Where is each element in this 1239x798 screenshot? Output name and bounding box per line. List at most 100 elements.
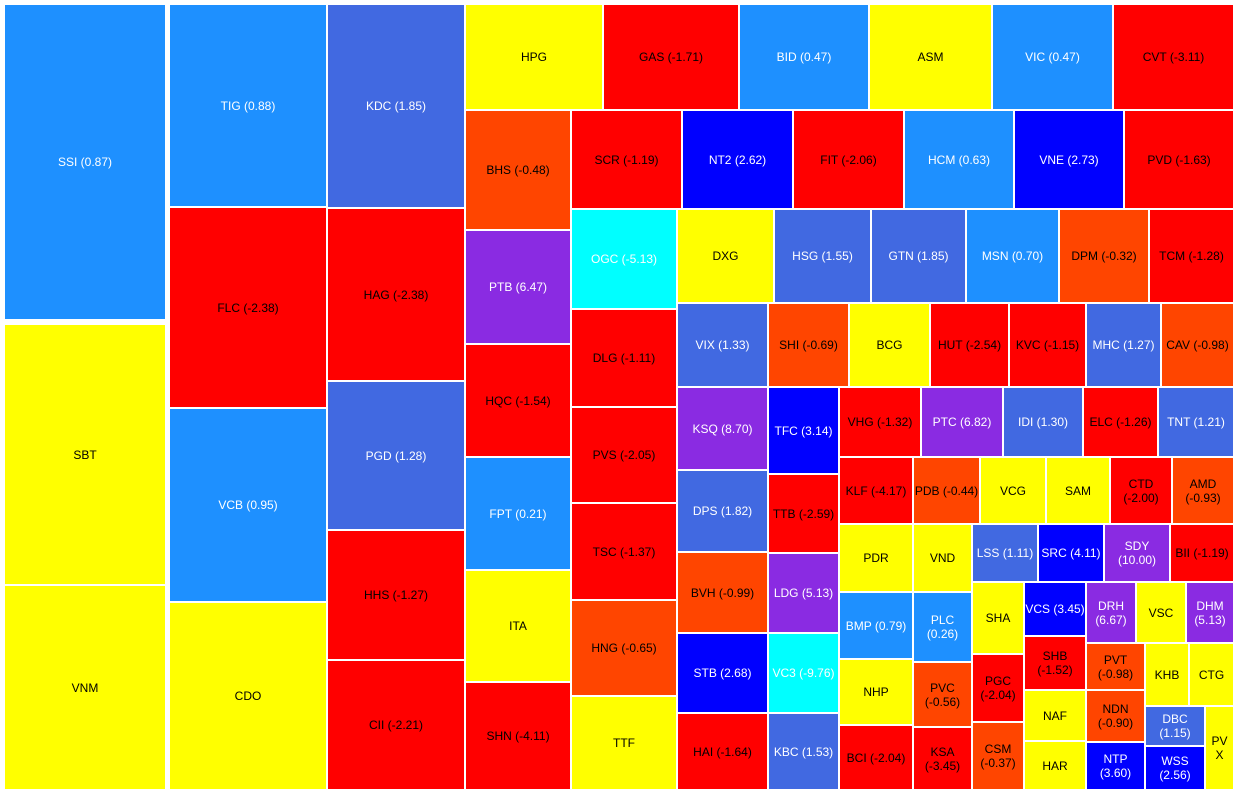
treemap-tile[interactable]: KBC (1.53)	[768, 713, 839, 790]
treemap-tile[interactable]: LSS (1.11)	[972, 524, 1038, 582]
treemap-tile[interactable]: HAG (-2.38)	[327, 208, 465, 381]
treemap-tile[interactable]: SCR (-1.19)	[571, 110, 682, 209]
treemap-tile[interactable]: KSA (-3.45)	[913, 727, 972, 790]
treemap-tile[interactable]: KLF (-4.17)	[839, 457, 913, 524]
treemap-tile[interactable]: DPS (1.82)	[677, 470, 768, 552]
treemap-tile[interactable]: PDR	[839, 524, 913, 592]
treemap-tile[interactable]: MSN (0.70)	[966, 209, 1059, 303]
treemap-tile[interactable]: ITA	[465, 570, 571, 682]
treemap-tile[interactable]: DHM (5.13)	[1186, 582, 1234, 643]
treemap-tile[interactable]: TFC (3.14)	[768, 387, 839, 474]
treemap-tile[interactable]: BCG	[849, 303, 930, 387]
treemap-tile[interactable]: VNM	[4, 585, 166, 790]
treemap-tile[interactable]: PV X	[1205, 706, 1234, 790]
treemap-tile[interactable]: VC3 (-9.76)	[768, 633, 839, 713]
treemap-tile[interactable]: SHI (-0.69)	[768, 303, 849, 387]
treemap-tile[interactable]: NTP (3.60)	[1086, 742, 1145, 790]
treemap-tile[interactable]: TIG (0.88)	[169, 4, 327, 207]
treemap-tile[interactable]: SRC (4.11)	[1038, 524, 1104, 582]
treemap-tile[interactable]: VSC	[1136, 582, 1186, 643]
treemap-tile[interactable]: CDO	[169, 602, 327, 790]
treemap-tile[interactable]: HSG (1.55)	[774, 209, 871, 303]
treemap-tile[interactable]: CTD (-2.00)	[1110, 457, 1172, 524]
treemap-tile[interactable]: OGC (-5.13)	[571, 209, 677, 309]
treemap-tile[interactable]: LDG (5.13)	[768, 553, 839, 633]
treemap-tile[interactable]: FLC (-2.38)	[169, 207, 327, 408]
treemap-tile[interactable]: TCM (-1.28)	[1149, 209, 1234, 303]
treemap-tile[interactable]: KHB	[1145, 643, 1189, 706]
treemap-tile[interactable]: HAI (-1.64)	[677, 713, 768, 790]
treemap-tile[interactable]: SAM	[1046, 457, 1110, 524]
treemap-tile[interactable]: MHC (1.27)	[1086, 303, 1161, 387]
treemap-tile[interactable]: KSQ (8.70)	[677, 387, 768, 470]
treemap-tile[interactable]: HHS (-1.27)	[327, 530, 465, 660]
treemap-tile[interactable]: VNE (2.73)	[1014, 110, 1124, 209]
treemap-tile[interactable]: SHA	[972, 582, 1024, 654]
treemap-tile[interactable]: TTF	[571, 696, 677, 790]
treemap-tile[interactable]: PDB (-0.44)	[913, 457, 980, 524]
treemap-tile[interactable]: CVT (-3.11)	[1113, 4, 1234, 110]
treemap-tile[interactable]: BMP (0.79)	[839, 592, 913, 659]
treemap-tile[interactable]: VCB (0.95)	[169, 408, 327, 602]
treemap-tile[interactable]: VCS (3.45)	[1024, 582, 1086, 636]
treemap-tile[interactable]: DPM (-0.32)	[1059, 209, 1149, 303]
treemap-tile[interactable]: SHB (-1.52)	[1024, 636, 1086, 690]
treemap-tile[interactable]: DXG	[677, 209, 774, 303]
treemap-tile[interactable]: PVS (-2.05)	[571, 407, 677, 503]
treemap-tile[interactable]: HCM (0.63)	[904, 110, 1014, 209]
treemap-tile[interactable]: NAF	[1024, 690, 1086, 741]
treemap-tile[interactable]: SSI (0.87)	[4, 4, 166, 320]
treemap-tile[interactable]: CSM (-0.37)	[972, 722, 1024, 790]
treemap-tile[interactable]: HAR	[1024, 741, 1086, 790]
treemap-tile[interactable]: STB (2.68)	[677, 633, 768, 713]
treemap-tile[interactable]: TTB (-2.59)	[768, 474, 839, 553]
treemap-tile[interactable]: PLC (0.26)	[913, 592, 972, 662]
treemap-tile[interactable]: SBT	[4, 324, 166, 585]
treemap-tile[interactable]: DBC (1.15)	[1145, 706, 1205, 746]
treemap-tile[interactable]: WSS (2.56)	[1145, 746, 1205, 790]
treemap-tile[interactable]: GAS (-1.71)	[603, 4, 739, 110]
treemap-tile[interactable]: CAV (-0.98)	[1161, 303, 1234, 387]
treemap-tile[interactable]: PTC (6.82)	[921, 387, 1003, 457]
treemap-tile[interactable]: HPG	[465, 4, 603, 110]
treemap-tile[interactable]: VIC (0.47)	[992, 4, 1113, 110]
treemap-tile[interactable]: SHN (-4.11)	[465, 682, 571, 790]
treemap-tile[interactable]: HQC (-1.54)	[465, 344, 571, 457]
treemap-tile[interactable]: BVH (-0.99)	[677, 552, 768, 633]
treemap-tile[interactable]: NHP	[839, 659, 913, 725]
treemap-tile[interactable]: IDI (1.30)	[1003, 387, 1083, 457]
treemap-tile[interactable]: VND	[913, 524, 972, 592]
treemap-tile[interactable]: FIT (-2.06)	[793, 110, 904, 209]
treemap-tile[interactable]: PVC (-0.56)	[913, 662, 972, 727]
treemap-tile[interactable]: TNT (1.21)	[1158, 387, 1234, 457]
treemap-tile[interactable]: PGD (1.28)	[327, 381, 465, 530]
treemap-tile[interactable]: BCI (-2.04)	[839, 725, 913, 790]
treemap-tile[interactable]: PGC (-2.04)	[972, 654, 1024, 722]
treemap-tile[interactable]: ASM	[869, 4, 992, 110]
treemap-tile[interactable]: TSC (-1.37)	[571, 503, 677, 600]
treemap-tile[interactable]: HNG (-0.65)	[571, 600, 677, 696]
treemap-tile[interactable]: FPT (0.21)	[465, 457, 571, 570]
treemap-tile[interactable]: ELC (-1.26)	[1083, 387, 1158, 457]
treemap-tile[interactable]: VHG (-1.32)	[839, 387, 921, 457]
treemap-tile[interactable]: KDC (1.85)	[327, 4, 465, 208]
treemap-tile[interactable]: SDY (10.00)	[1104, 524, 1170, 582]
treemap-tile[interactable]: VCG	[980, 457, 1046, 524]
treemap-tile[interactable]: NT2 (2.62)	[682, 110, 793, 209]
treemap-tile[interactable]: HUT (-2.54)	[930, 303, 1009, 387]
treemap-tile[interactable]: BHS (-0.48)	[465, 110, 571, 230]
treemap-tile[interactable]: CTG	[1189, 643, 1234, 706]
treemap-tile[interactable]: AMD (-0.93)	[1172, 457, 1234, 524]
treemap-tile[interactable]: DRH (6.67)	[1086, 582, 1136, 643]
treemap-tile[interactable]: PTB (6.47)	[465, 230, 571, 344]
treemap-tile[interactable]: NDN (-0.90)	[1086, 690, 1145, 742]
treemap-tile[interactable]: BID (0.47)	[739, 4, 869, 110]
treemap-tile[interactable]: PVD (-1.63)	[1124, 110, 1234, 209]
treemap-tile[interactable]: BII (-1.19)	[1170, 524, 1234, 582]
treemap-tile[interactable]: KVC (-1.15)	[1009, 303, 1086, 387]
treemap-tile[interactable]: GTN (1.85)	[871, 209, 966, 303]
treemap-tile[interactable]: VIX (1.33)	[677, 303, 768, 387]
treemap-tile[interactable]: PVT (-0.98)	[1086, 643, 1145, 690]
treemap-tile[interactable]: DLG (-1.11)	[571, 309, 677, 407]
treemap-tile[interactable]: CII (-2.21)	[327, 660, 465, 790]
